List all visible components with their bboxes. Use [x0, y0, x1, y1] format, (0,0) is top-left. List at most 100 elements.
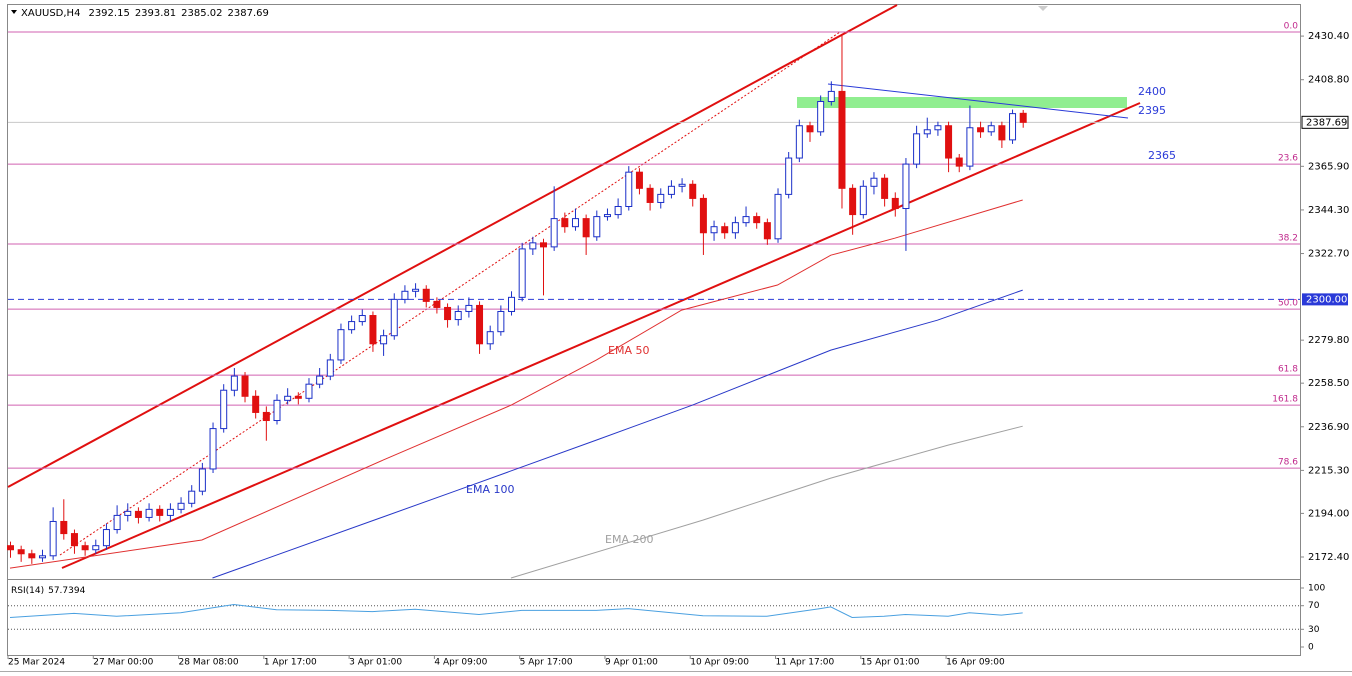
candle-body	[220, 389, 228, 430]
y-tick-label: 2236.90	[1308, 422, 1349, 433]
rsi-tick-label: 30	[1308, 625, 1320, 635]
candle-body	[28, 553, 36, 559]
candle-body	[849, 187, 857, 216]
candle-body	[721, 226, 729, 234]
y-tick-label: 2215.30	[1308, 465, 1349, 476]
y-tick-label: 2365.90	[1308, 161, 1349, 172]
menu-arrow	[11, 10, 17, 14]
fib-label: 38.2	[1278, 234, 1298, 244]
candle-body	[753, 216, 761, 224]
candle-body	[7, 545, 14, 551]
candle-body	[870, 177, 878, 187]
candle-body	[955, 157, 963, 167]
candle-body	[678, 183, 686, 187]
candle-body	[625, 171, 633, 207]
candle-body	[433, 300, 441, 308]
current-price-box	[1301, 115, 1349, 129]
candle-body	[806, 125, 814, 133]
candle-body	[902, 163, 910, 210]
close: 2387.69	[228, 8, 269, 19]
candle-body	[262, 411, 270, 422]
x-tick-label: 1 Apr 17:00	[264, 658, 317, 668]
candle-body	[476, 304, 484, 345]
rsi-tick-label: 70	[1308, 601, 1320, 611]
candle-body	[273, 399, 281, 422]
candle-body	[177, 502, 185, 510]
candle-body	[38, 555, 46, 559]
candle-body	[635, 171, 643, 189]
high: 2393.81	[135, 8, 176, 19]
candle-body	[667, 185, 675, 195]
x-tick-label: 11 Apr 17:00	[776, 658, 835, 668]
ema-label: EMA 200	[605, 533, 653, 546]
fib-label: 23.6	[1278, 154, 1298, 164]
shift-marker	[1038, 6, 1048, 11]
current-price-label: 2387.69	[1306, 117, 1347, 128]
y-tick-label: 2172.40	[1308, 552, 1349, 563]
annotation: 2400	[1138, 85, 1166, 98]
candle-body	[465, 304, 473, 312]
candle-body	[913, 133, 921, 165]
x-tick-label: 9 Apr 01:00	[605, 658, 658, 668]
candle-body	[241, 375, 249, 397]
candle-body	[657, 193, 665, 203]
candle-body	[689, 183, 697, 199]
candle-body	[337, 329, 345, 361]
fib-label: 78.6	[1278, 458, 1298, 468]
y-tick-label: 2408.80	[1308, 75, 1349, 86]
candle-body	[561, 218, 569, 228]
candle-body	[305, 383, 313, 399]
rsi-tick-label: 100	[1308, 584, 1325, 594]
y-tick-label: 2344.30	[1308, 205, 1349, 216]
candle-body	[454, 310, 462, 321]
candle-body	[731, 222, 739, 234]
candle-body	[422, 288, 430, 302]
candle-body	[742, 216, 750, 224]
x-tick-label: 3 Apr 01:00	[349, 658, 402, 668]
x-tick-label: 28 Mar 08:00	[179, 658, 239, 668]
candle-body	[998, 125, 1006, 141]
candle-body	[774, 193, 782, 240]
x-tick-label: 10 Apr 09:00	[690, 658, 749, 668]
ema-line	[9, 199, 1023, 569]
x-tick-label: 15 Apr 01:00	[861, 658, 920, 668]
candle-body	[145, 508, 153, 518]
open: 2392.15	[88, 8, 129, 19]
candle-body	[859, 185, 867, 216]
annotation: 2395	[1138, 104, 1166, 117]
candle-body	[529, 242, 537, 250]
channel-lower	[61, 102, 1141, 569]
candle-body	[582, 218, 590, 238]
candle-body	[891, 197, 899, 210]
candle-body	[881, 177, 889, 199]
trend-blue	[827, 83, 1129, 119]
candle-body	[838, 90, 846, 189]
rsi-name: RSI(14)	[11, 586, 44, 596]
candle-body	[1009, 113, 1017, 141]
chart-header: XAUUSD,H4 2392.15 2393.81 2385.02 2387.69	[21, 8, 269, 19]
ema-line	[510, 425, 1023, 579]
y-tick-label: 2194.00	[1308, 508, 1349, 519]
low: 2385.02	[181, 8, 222, 19]
candle-body	[166, 508, 174, 516]
price-box-label: 2300.00	[1306, 294, 1347, 305]
candle-body	[70, 533, 78, 547]
candle-body	[198, 468, 206, 492]
channel-upper	[7, 4, 898, 488]
x-tick-label: 25 Mar 2024	[8, 658, 65, 668]
y-tick-label: 2258.50	[1308, 378, 1349, 389]
candle-body	[795, 125, 803, 159]
candle-body	[444, 306, 452, 321]
candle-body	[92, 545, 100, 551]
candle-body	[827, 90, 835, 103]
ema-label: EMA 50	[608, 344, 649, 357]
annotation: 2365	[1148, 149, 1176, 162]
rsi-tick-label: 0	[1308, 643, 1314, 653]
candle-body	[390, 298, 398, 337]
rsi-value: 57.7394	[48, 586, 85, 596]
candle-body	[348, 321, 356, 331]
x-tick-label: 5 Apr 17:00	[520, 658, 573, 668]
candle-body	[17, 549, 25, 555]
